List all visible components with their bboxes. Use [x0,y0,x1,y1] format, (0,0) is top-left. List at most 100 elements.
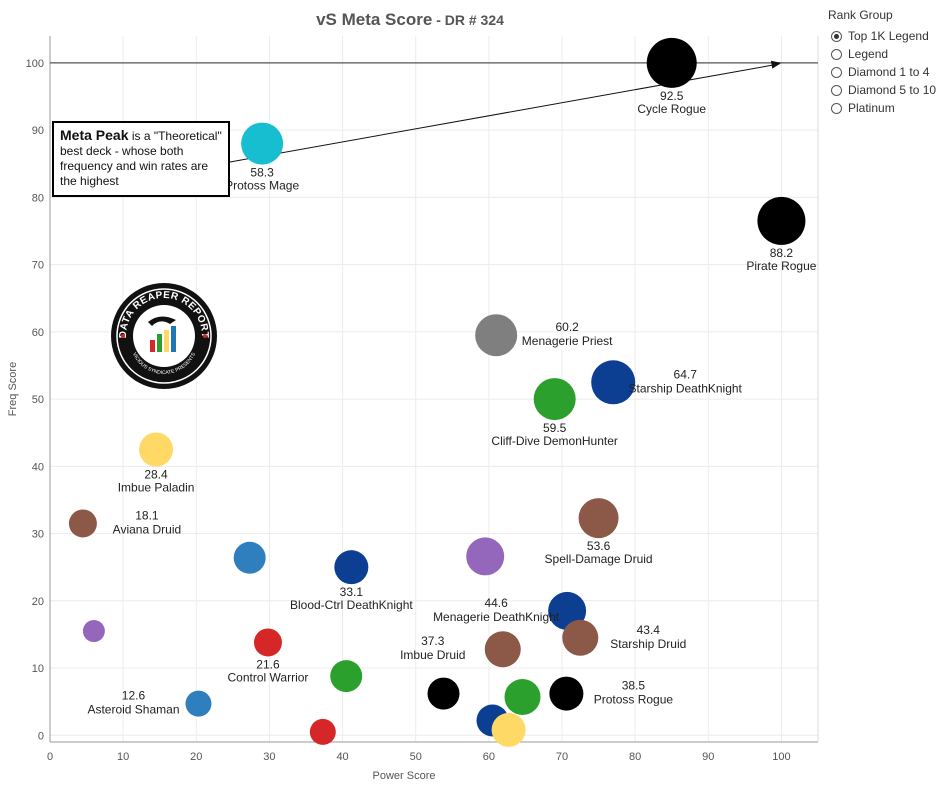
data-point [484,631,521,668]
point-name-label: Control Warrior [228,670,309,684]
point-score-label: 37.3 [421,634,445,648]
data-point [309,718,336,745]
legend-option-top-1k-legend[interactable]: Top 1K Legend [828,27,944,45]
data-point [491,712,526,747]
point-score-label: 88.2 [770,246,794,260]
data-point [233,541,266,574]
point-score-label: 12.6 [122,689,146,703]
point-name-label: Pirate Rogue [746,259,816,273]
y-tick-label: 10 [32,663,44,675]
data-point [185,690,212,717]
point-name-label: Imbue Paladin [118,481,195,495]
point-score-label: 18.1 [135,508,159,522]
point-name-label: Blood-Ctrl DeathKnight [290,598,413,612]
point-name-label: Menagerie DeathKnight [433,610,560,624]
point-score-label: 33.1 [340,585,364,599]
radio-icon [831,30,842,42]
point-name-label: Menagerie Priest [522,334,613,348]
point-score-label: 60.2 [555,320,579,334]
x-tick-label: 70 [556,751,568,763]
chart-title-separator: - [432,12,445,28]
data-point [578,498,619,539]
radio-icon [831,102,842,114]
point-score-label: 92.5 [660,89,684,103]
point-name-label: Protoss Rogue [594,693,674,707]
x-axis-title: Power Score [373,770,436,782]
legend-option-diamond-5-to-10[interactable]: Diamond 5 to 10 [828,81,944,99]
data-point [466,537,505,576]
data-point [646,37,697,88]
point-name-label: Aviana Druid [113,522,181,536]
chart-title: vS Meta Score - DR # 324 [0,10,820,30]
data-point [427,677,460,710]
meta-peak-arrowhead [770,60,782,69]
x-tick-label: 60 [483,751,495,763]
x-tick-label: 90 [702,751,714,763]
legend-option-diamond-1-to-4[interactable]: Diamond 1 to 4 [828,63,944,81]
legend-option-label: Platinum [848,101,895,115]
x-tick-label: 40 [336,751,348,763]
data-point [562,619,599,656]
radio-icon [831,48,842,60]
data-point [533,378,576,421]
data-point [475,314,518,357]
x-tick-label: 0 [47,751,53,763]
legend-option-label: Diamond 5 to 10 [848,83,937,97]
x-tick-label: 100 [772,751,790,763]
data-reaper-logo: DATA REAPER REPORT VICIOUS SYNDICATE PRE… [111,283,217,389]
y-tick-label: 50 [32,394,44,406]
point-score-label: 53.6 [587,539,611,553]
legend-option-legend[interactable]: Legend [828,45,944,63]
point-name-label: Spell-Damage Druid [545,552,653,566]
x-tick-label: 30 [263,751,275,763]
point-score-label: 38.5 [622,679,646,693]
data-point [253,628,282,657]
x-tick-label: 80 [629,751,641,763]
legend-option-label: Legend [848,47,889,61]
data-point [504,678,541,715]
rank-group-legend: Rank Group Top 1K Legend Legend Diamond … [828,8,944,117]
point-score-label: 28.4 [144,468,168,482]
x-tick-label: 20 [190,751,202,763]
radio-icon [831,66,842,78]
y-tick-label: 100 [26,58,44,70]
y-tick-label: 30 [32,529,44,541]
point-score-label: 59.5 [543,421,567,435]
y-tick-label: 0 [38,730,44,742]
meta-peak-description: is a "Theoretical" best deck - whose bot… [60,129,222,188]
data-point [241,122,284,165]
chart-subtitle: DR # 324 [444,12,504,28]
y-axis-title: Freq Score [7,362,19,416]
legend-title: Rank Group [828,8,893,22]
data-point [549,676,584,711]
point-score-label: 21.6 [256,657,280,671]
data-point [139,432,174,467]
y-tick-label: 20 [32,596,44,608]
point-name-label: Asteroid Shaman [87,703,179,717]
data-point [330,660,363,693]
point-score-label: 44.6 [484,596,508,610]
data-point [591,360,636,405]
data-point [334,550,369,585]
point-score-label: 64.7 [674,367,698,381]
legend-option-label: Top 1K Legend [848,29,929,43]
point-name-label: Cycle Rogue [637,102,706,116]
chart-title-main: vS Meta Score [316,10,433,29]
x-tick-label: 50 [410,751,422,763]
legend-option-label: Diamond 1 to 4 [848,65,930,79]
point-name-label: Protoss Mage [225,179,299,193]
data-point [82,620,105,643]
x-tick-label: 10 [117,751,129,763]
y-tick-label: 80 [32,192,44,204]
y-tick-label: 70 [32,260,44,272]
legend-option-platinum[interactable]: Platinum [828,99,944,117]
radio-icon [831,84,842,96]
meta-peak-highlight: Meta Peak [60,127,129,143]
point-score-label: 43.4 [637,623,661,637]
point-score-label: 58.3 [250,166,274,180]
point-name-label: Starship Druid [610,637,686,651]
point-name-label: Cliff-Dive DemonHunter [491,434,618,448]
data-point [757,196,806,245]
data-point [68,509,97,538]
y-tick-label: 40 [32,461,44,473]
